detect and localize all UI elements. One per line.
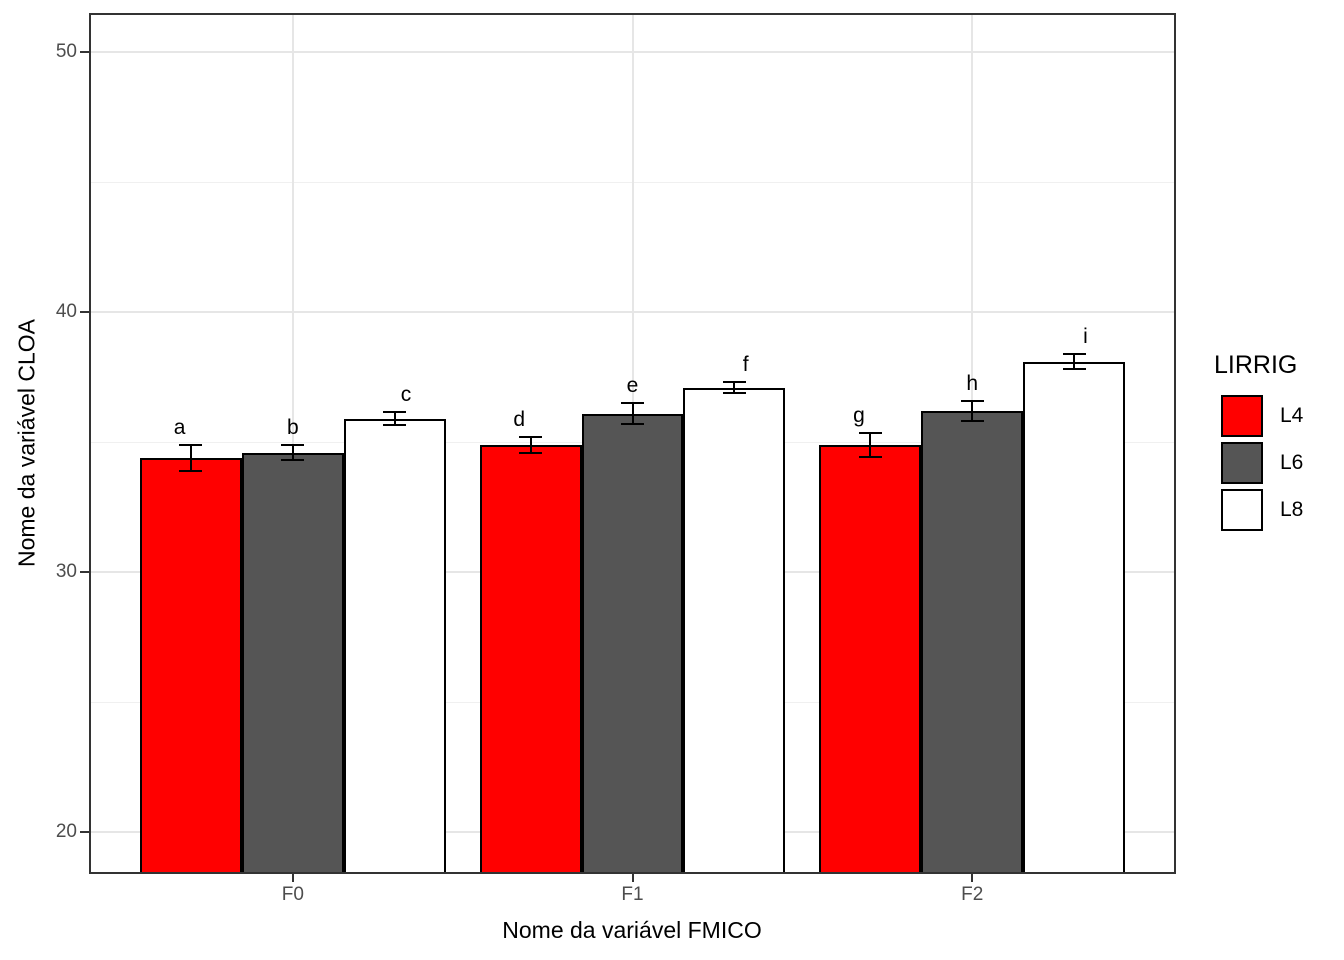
x-tick-mark — [971, 874, 974, 882]
bar-l8-f0 — [343, 418, 446, 874]
bar-label: e — [626, 374, 639, 398]
y-tick-label: 30 — [55, 561, 77, 583]
bar-label: i — [1083, 324, 1088, 348]
bar-l4-f0 — [139, 457, 242, 874]
bar-l6-f0 — [241, 452, 344, 874]
x-tick-label: F2 — [961, 884, 984, 905]
bar-label: d — [513, 407, 526, 431]
error-bar-cap-bottom — [858, 455, 882, 458]
y-tick-mark — [80, 831, 89, 834]
error-bar-cap-top — [858, 432, 882, 435]
error-bar-line — [733, 381, 736, 394]
legend-key-l4 — [1221, 395, 1263, 437]
bar-l4-f2 — [819, 444, 922, 874]
error-bar-cap-bottom — [179, 469, 203, 472]
error-bar-cap-top — [1062, 352, 1086, 355]
bar-label: c — [400, 383, 412, 407]
error-bar-cap-top — [621, 402, 644, 405]
legend-title: LIRRIG — [1214, 351, 1298, 379]
x-tick-label: F0 — [281, 884, 304, 905]
legend-key-l6 — [1221, 442, 1263, 484]
error-bar-line — [189, 444, 192, 471]
error-bar-cap-top — [383, 411, 407, 414]
error-bar-cap-bottom — [519, 451, 543, 454]
bar-l8-f1 — [683, 387, 786, 874]
legend-label-l6: L6 — [1280, 451, 1304, 474]
error-bar-cap-bottom — [960, 419, 984, 422]
y-tick-mark — [80, 51, 89, 54]
legend-label-l8: L8 — [1280, 498, 1304, 521]
y-axis-title: Nome da variável CLOA — [13, 319, 40, 567]
legend-item-l6: L6 — [1214, 442, 1303, 484]
y-tick-label: 50 — [55, 41, 77, 63]
x-axis-title: Nome da variável FMICO — [502, 917, 762, 943]
bar-l6-f2 — [921, 410, 1024, 874]
legend: LIRRIG L4 L6 L8 — [1214, 352, 1303, 536]
error-bar-line — [971, 401, 974, 421]
bar-label: f — [742, 352, 749, 376]
bar-label: h — [966, 372, 979, 396]
plot-panel: a d g b e h c f i — [89, 13, 1176, 874]
legend-key-l8 — [1221, 489, 1263, 531]
y-tick-mark — [80, 571, 89, 574]
bar-l6-f1 — [581, 413, 684, 874]
legend-label-l4: L4 — [1280, 404, 1304, 427]
y-tick-label: 40 — [55, 301, 77, 323]
error-bar-cap-bottom — [383, 424, 407, 427]
legend-item-l4: L4 — [1214, 395, 1303, 437]
x-tick-mark — [291, 874, 294, 882]
error-bar-line — [631, 403, 634, 424]
bar-label: a — [173, 415, 186, 439]
error-bar-cap-bottom — [1062, 368, 1086, 371]
legend-items: L4 L6 L8 — [1214, 395, 1303, 531]
bar-label: b — [286, 415, 299, 439]
error-bar-line — [1073, 353, 1076, 370]
gridline-major-vertical — [291, 13, 294, 874]
error-bar-line — [529, 436, 532, 453]
bar-label: g — [853, 404, 865, 428]
error-bar-cap-top — [281, 443, 305, 446]
error-bar-cap-bottom — [621, 422, 644, 425]
error-bar-cap-top — [722, 380, 746, 383]
x-tick-label: F1 — [621, 884, 644, 905]
bar-l8-f2 — [1023, 361, 1126, 874]
error-bar-cap-bottom — [722, 392, 746, 395]
y-tick-label: 20 — [55, 821, 77, 843]
error-bar-cap-top — [519, 435, 543, 438]
error-bar-line — [291, 444, 294, 461]
error-bar-line — [869, 433, 872, 457]
legend-item-l8: L8 — [1214, 489, 1303, 531]
error-bar-cap-bottom — [281, 459, 305, 462]
bar-l4-f1 — [479, 444, 582, 874]
x-tick-mark — [631, 874, 634, 882]
error-bar-cap-top — [179, 443, 203, 446]
error-bar-cap-top — [960, 400, 984, 403]
y-tick-mark — [80, 311, 89, 314]
error-bar-line — [393, 412, 396, 426]
